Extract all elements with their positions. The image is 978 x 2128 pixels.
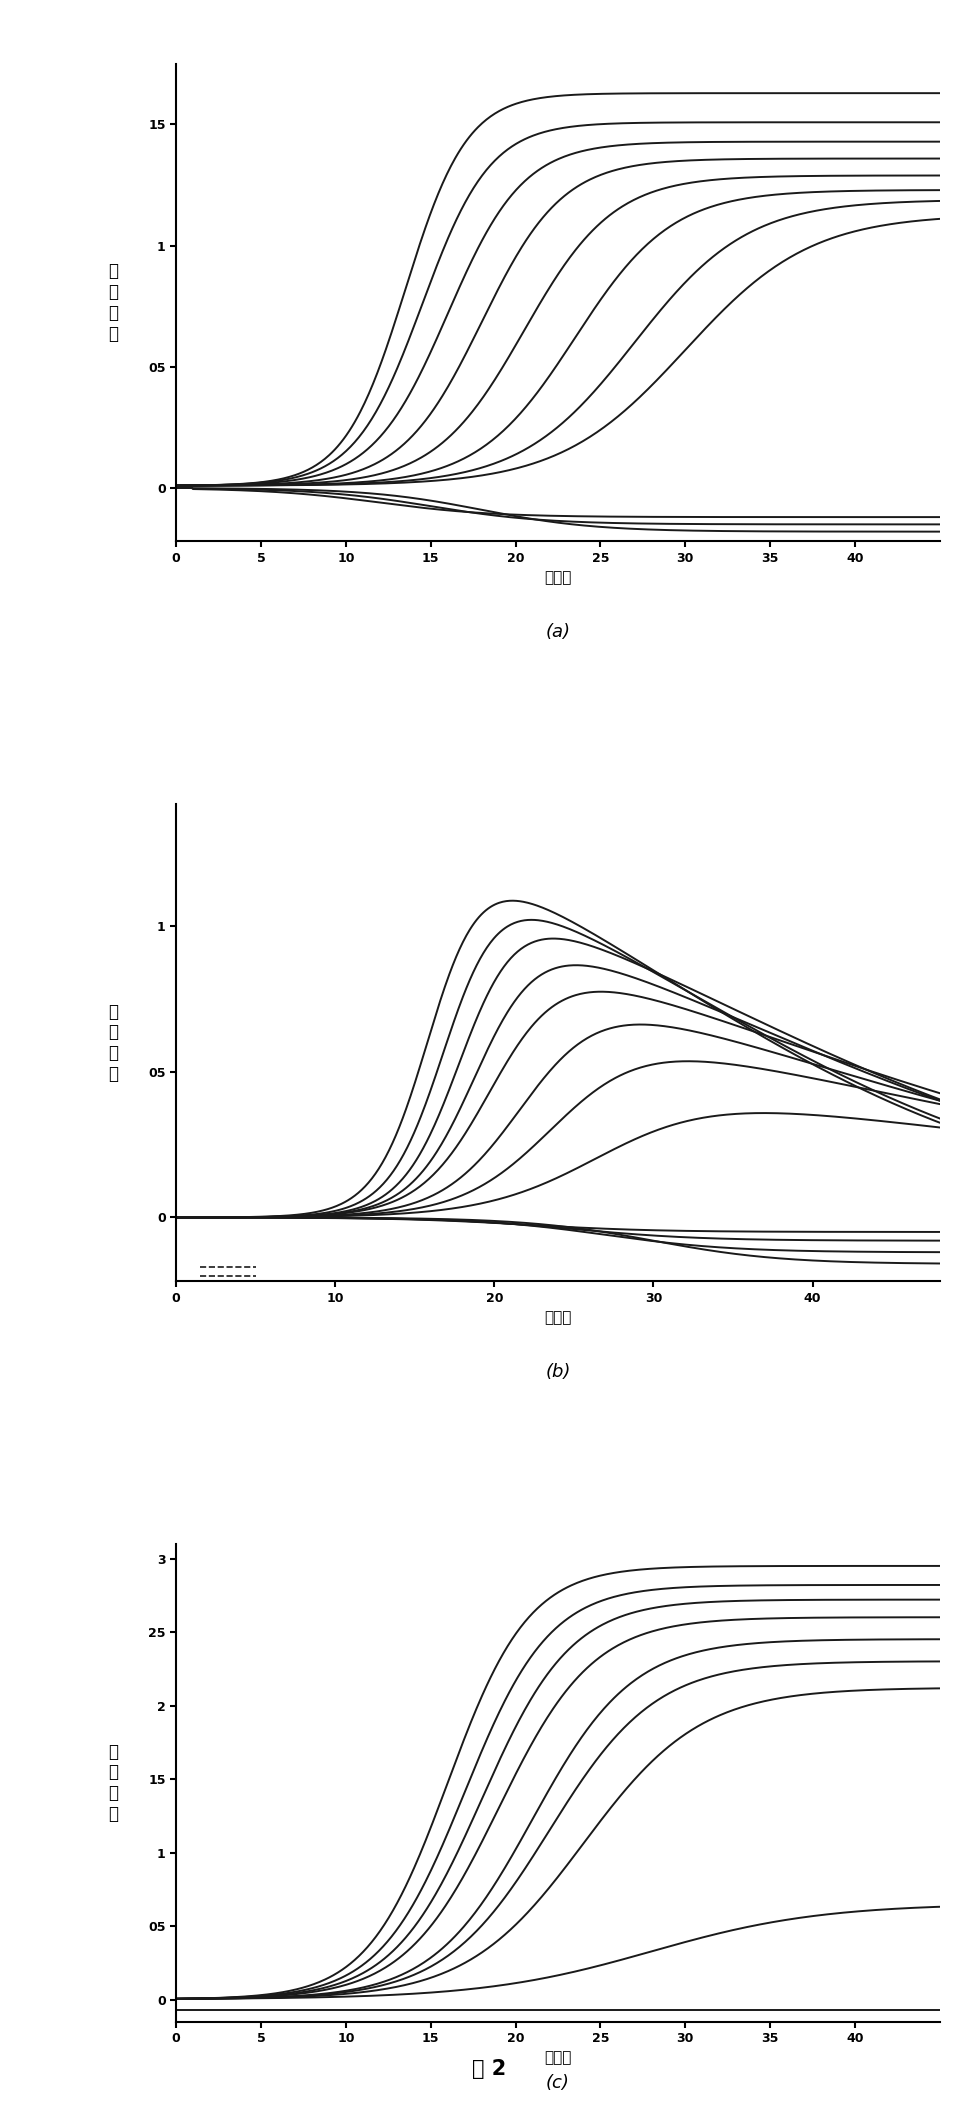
Text: (a): (a) [545,624,570,641]
X-axis label: 循环数: 循环数 [544,570,571,585]
Y-axis label: 荧
光
信
号: 荧 光 信 号 [109,262,118,343]
Text: (c): (c) [546,2075,569,2092]
X-axis label: 循环数: 循环数 [544,2051,571,2066]
X-axis label: 循环数: 循环数 [544,1311,571,1326]
Text: 图 2: 图 2 [472,2058,506,2079]
Y-axis label: 荧
光
信
号: 荧 光 信 号 [109,1002,118,1083]
Text: (b): (b) [545,1362,570,1381]
Y-axis label: 荧
光
信
号: 荧 光 信 号 [109,1743,118,1824]
